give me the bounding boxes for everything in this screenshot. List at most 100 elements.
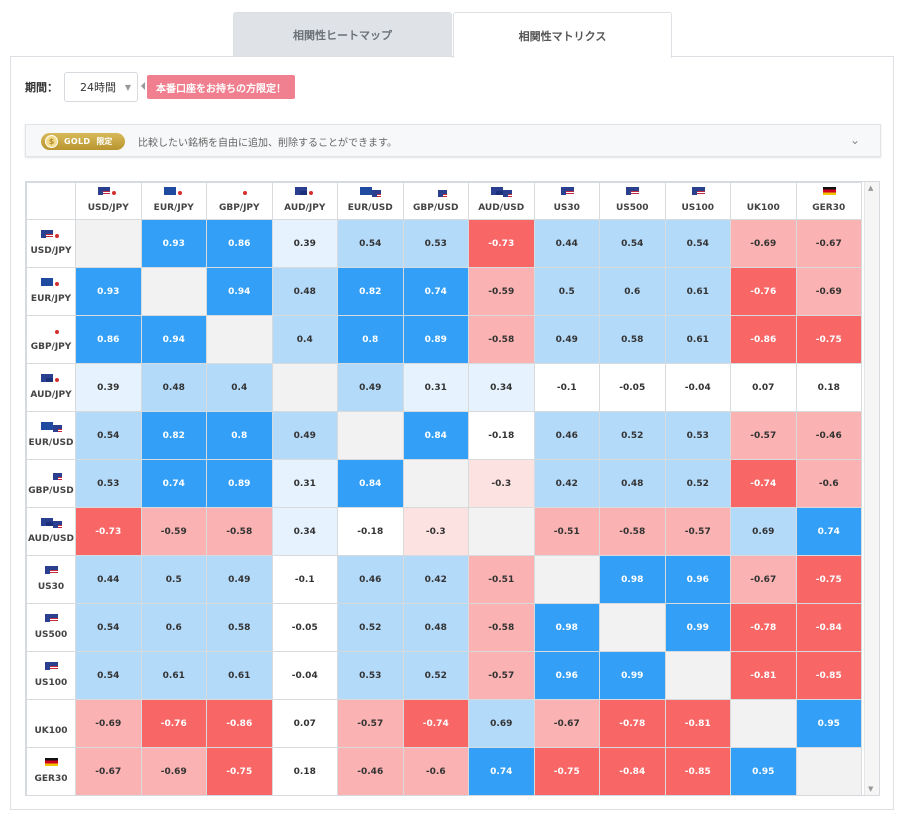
matrix-row: US100 0.54 0.61 0.61 -0.04 0.53 0.52 -0.57 0.96 0…	[26, 651, 862, 700]
matrix-row: US30 0.44 0.5 0.49 -0.1 0.46 0.42 -0.51 0.98 0.96…	[26, 555, 862, 604]
column-header-label: UK100	[746, 203, 780, 213]
matrix-row: AUD/JPY 0.39 0.48 0.4 0.49 0.31 0.34 -0.1 -0.05-…	[26, 363, 862, 412]
row-header[interactable]: AUD/USD	[26, 507, 76, 556]
matrix-cell: -0.04	[271, 651, 338, 700]
row-header-label: US30	[37, 581, 65, 592]
matrix-cell: -0.58	[468, 315, 535, 364]
matrix-cell-diagonal	[402, 459, 469, 508]
column-header[interactable]: US100	[664, 182, 731, 220]
matrix-cell: 0.54	[664, 219, 731, 268]
column-header[interactable]: UK100	[730, 182, 797, 220]
matrix-cell-diagonal	[271, 363, 338, 412]
row-header[interactable]: US30	[26, 555, 76, 604]
row-header-label: EUR/USD	[28, 437, 74, 448]
flag-icon	[41, 325, 61, 336]
matrix-cell: -0.46	[795, 411, 862, 460]
scroll-up-icon[interactable]: ▲	[868, 184, 874, 192]
tab-correlation-heatmap[interactable]: 相関性ヒートマップ	[233, 12, 452, 57]
tab-correlation-matrix[interactable]: 相関性マトリクス	[453, 12, 672, 58]
column-header[interactable]: GBP/JPY	[206, 182, 273, 220]
column-header[interactable]: EUR/USD	[337, 182, 404, 220]
column-header-label: AUD/USD	[478, 203, 525, 213]
matrix-cell: 0.96	[533, 651, 600, 700]
scroll-down-icon[interactable]: ▼	[868, 785, 874, 793]
flag-icon	[41, 469, 62, 480]
matrix-cell: 0.58	[206, 603, 273, 652]
matrix-cell: 0.46	[337, 555, 404, 604]
matrix-cell: 0.53	[337, 651, 404, 700]
vertical-scrollbar[interactable]: ▲ ▼	[864, 182, 879, 795]
flag-icon	[41, 277, 61, 288]
matrix-corner	[26, 182, 76, 220]
chevron-down-icon[interactable]: ⌄	[849, 133, 860, 147]
matrix-row: EUR/JPY 0.93 0.94 0.48 0.82 0.74 -0.59 0.5 0.6 0.…	[26, 267, 862, 316]
gold-badge-limited: 限定	[96, 137, 113, 146]
flag-icon	[98, 187, 119, 198]
matrix-cell: -0.6	[402, 747, 469, 795]
matrix-cell: -0.69	[140, 747, 207, 795]
matrix-cell: -0.04	[664, 363, 731, 412]
column-header[interactable]: AUD/USD	[468, 182, 535, 220]
row-header-label: US500	[34, 629, 68, 640]
flag-icon	[41, 709, 61, 720]
matrix-row: GER30 -0.67 -0.69 -0.75 0.18 -0.46 -0.6 0.74 -0.…	[26, 747, 862, 795]
matrix-cell: -0.18	[337, 507, 404, 556]
matrix-cell: -0.85	[664, 747, 731, 795]
matrix-cell: 0.49	[533, 315, 600, 364]
matrix-cell: 0.53	[402, 219, 469, 268]
row-header[interactable]: USD/JPY	[26, 219, 76, 268]
row-header[interactable]: US500	[26, 603, 76, 652]
matrix-cell-diagonal	[599, 603, 666, 652]
matrix-cell: -0.57	[730, 411, 797, 460]
matrix-cell: 0.4	[206, 363, 273, 412]
matrix-cell: -0.81	[730, 651, 797, 700]
matrix-cell: 0.52	[402, 651, 469, 700]
row-header[interactable]: EUR/USD	[26, 411, 76, 460]
column-header[interactable]: EUR/JPY	[140, 182, 207, 220]
matrix-cell: 0.95	[795, 699, 862, 748]
gold-feature-text: 比較したい銘柄を自由に追加、削除することができます。	[138, 138, 397, 149]
column-header[interactable]: USD/JPY	[75, 182, 142, 220]
period-select[interactable]: 24時間 ▼	[64, 72, 138, 102]
matrix-cell: -0.67	[533, 699, 600, 748]
matrix-cell: 0.74	[795, 507, 862, 556]
gold-feature-bar[interactable]: $ GOLD 限定 比較したい銘柄を自由に追加、削除することができます。 ⌄	[25, 124, 881, 157]
matrix-cell: 0.42	[402, 555, 469, 604]
matrix-cell-diagonal	[337, 411, 404, 460]
matrix-cell: 0.61	[206, 651, 273, 700]
matrix-cell: 0.4	[271, 315, 338, 364]
matrix-cell: -0.84	[795, 603, 862, 652]
matrix-cell: -0.05	[599, 363, 666, 412]
tab-bar: 相関性ヒートマップ 相関性マトリクス	[233, 12, 672, 58]
row-header[interactable]: EUR/JPY	[26, 267, 76, 316]
matrix-cell: 0.6	[599, 267, 666, 316]
column-header[interactable]: GBP/USD	[402, 182, 469, 220]
matrix-cell: 0.54	[75, 651, 142, 700]
matrix-cell: -0.81	[664, 699, 731, 748]
matrix-cell: 0.52	[599, 411, 666, 460]
matrix-cell: 0.96	[664, 555, 731, 604]
row-header[interactable]: GBP/USD	[26, 459, 76, 508]
matrix-cell: 0.54	[599, 219, 666, 268]
column-header-label: EUR/USD	[347, 203, 393, 213]
row-header[interactable]: GBP/JPY	[26, 315, 76, 364]
row-header[interactable]: US100	[26, 651, 76, 700]
matrix-cell-diagonal	[730, 699, 797, 748]
row-header[interactable]: UK100	[26, 699, 76, 748]
matrix-cell: 0.84	[402, 411, 469, 460]
column-header[interactable]: US30	[533, 182, 600, 220]
row-header[interactable]: AUD/JPY	[26, 363, 76, 412]
live-account-badge[interactable]: 本番口座をお持ちの方限定！	[147, 75, 295, 99]
matrix-cell: 0.54	[337, 219, 404, 268]
row-header[interactable]: GER30	[26, 747, 76, 795]
column-header[interactable]: GER30	[795, 182, 862, 220]
matrix-cell: 0.31	[271, 459, 338, 508]
column-header[interactable]: AUD/JPY	[271, 182, 338, 220]
matrix-cell: 0.95	[730, 747, 797, 795]
matrix-cell: -0.73	[468, 219, 535, 268]
flag-icon	[229, 187, 250, 198]
matrix-cell: -0.59	[468, 267, 535, 316]
matrix-cell: 0.74	[468, 747, 535, 795]
matrix-cell: 0.52	[664, 459, 731, 508]
column-header[interactable]: US500	[599, 182, 666, 220]
